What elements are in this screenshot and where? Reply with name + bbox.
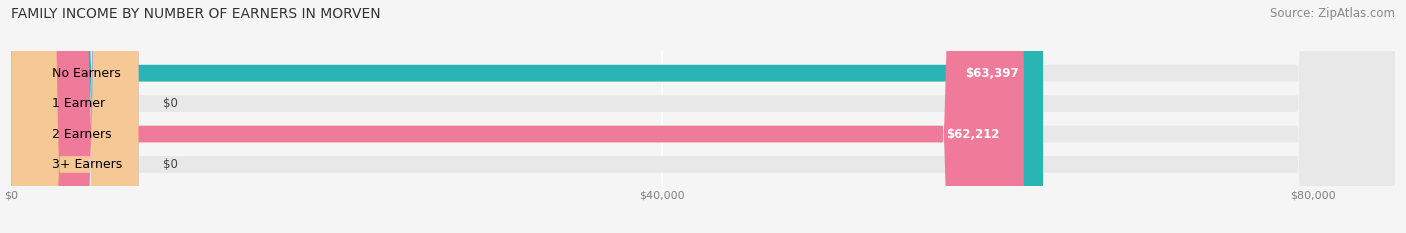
FancyBboxPatch shape — [11, 0, 1395, 233]
FancyBboxPatch shape — [11, 0, 1395, 233]
Text: No Earners: No Earners — [52, 67, 121, 80]
FancyBboxPatch shape — [11, 0, 139, 233]
Text: 1 Earner: 1 Earner — [52, 97, 105, 110]
FancyBboxPatch shape — [11, 0, 139, 233]
FancyBboxPatch shape — [11, 0, 1024, 233]
Text: 2 Earners: 2 Earners — [52, 127, 111, 140]
FancyBboxPatch shape — [11, 0, 1395, 233]
Text: $0: $0 — [163, 97, 177, 110]
Text: $63,397: $63,397 — [965, 67, 1019, 80]
Text: FAMILY INCOME BY NUMBER OF EARNERS IN MORVEN: FAMILY INCOME BY NUMBER OF EARNERS IN MO… — [11, 7, 381, 21]
Text: Source: ZipAtlas.com: Source: ZipAtlas.com — [1270, 7, 1395, 20]
Text: $62,212: $62,212 — [946, 127, 1000, 140]
FancyBboxPatch shape — [11, 0, 1043, 233]
Text: $0: $0 — [163, 158, 177, 171]
Text: 3+ Earners: 3+ Earners — [52, 158, 122, 171]
FancyBboxPatch shape — [11, 0, 1395, 233]
